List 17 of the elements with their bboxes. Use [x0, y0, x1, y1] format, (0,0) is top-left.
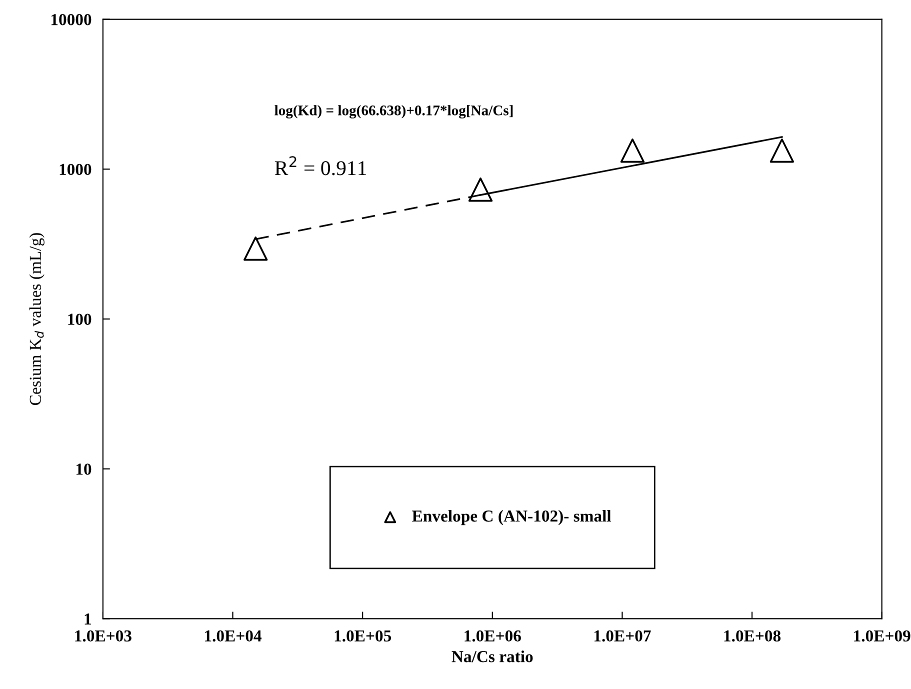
y-tick-label: 1000: [60, 164, 92, 176]
x-axis-title: Na/Cs ratio: [452, 650, 533, 662]
x-tick-label: 1.0E+06: [464, 630, 521, 642]
x-tick-label: 1.0E+07: [594, 630, 651, 642]
x-tick-label: 1.0E+09: [854, 630, 910, 642]
y-axis-title: Cesium K$_{d}$ values (mL/g): [29, 233, 44, 405]
x-tick-label: 1.0E+05: [334, 630, 392, 642]
annotation: R$^{2}$ = 0.911: [274, 156, 366, 176]
y-tick-label: 1: [84, 614, 91, 625]
x-tick-label: 1.0E+08: [724, 630, 781, 642]
x-tick-label: 1.0E+03: [75, 630, 132, 642]
annotation: log(Kd) = log(66.638)+0.17*log[Na/Cs]: [274, 105, 513, 118]
legend-label: Envelope C (AN-102)- small: [412, 510, 612, 526]
x-tick-label: 1.0E+04: [205, 630, 262, 642]
y-tick-label: 10: [76, 464, 92, 475]
y-tick-label: 100: [68, 314, 92, 325]
y-tick-label: 10000: [52, 14, 92, 26]
